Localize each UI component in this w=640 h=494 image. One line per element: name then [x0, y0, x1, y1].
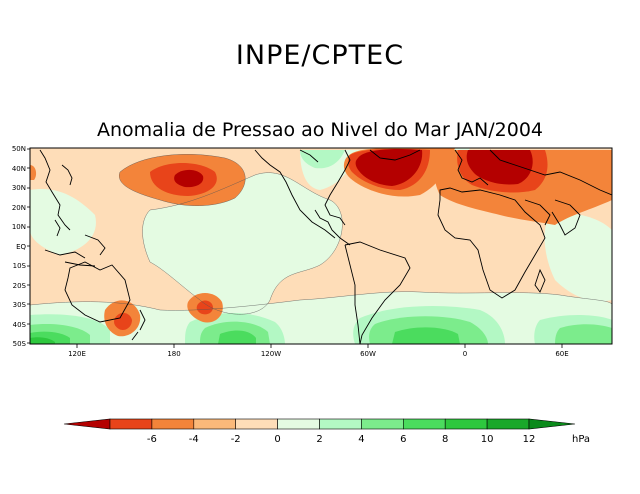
colorbar-segment — [486, 418, 530, 430]
lat-label: 50S — [13, 340, 27, 348]
colorbar-segment — [193, 418, 237, 430]
field-neg-wpac — [30, 165, 37, 180]
org-title: INPE/CPTEC — [235, 40, 405, 71]
lat-label: 10S — [13, 262, 27, 270]
lon-labels: 120E 180 120W 60W 0 60E — [68, 350, 569, 358]
lon-label: 60W — [360, 350, 376, 358]
colorbar: -6 -4 -2 0 2 4 6 8 10 12 — [63, 418, 576, 445]
field-pos-india — [544, 213, 612, 302]
colorbar-tick-label: 4 — [358, 434, 364, 445]
colorbar-tick-label: -2 — [231, 434, 241, 445]
colorbar-tick-label: 2 — [316, 434, 322, 445]
field-neg4-spac — [196, 300, 213, 315]
lon-label: 120E — [68, 350, 86, 358]
colorbar-end-low — [63, 418, 111, 430]
colorbar-unit: hPa — [572, 434, 590, 445]
lat-label: EQ — [16, 243, 26, 251]
lat-tick-marks — [27, 148, 30, 344]
colorbar-tick-label: 10 — [481, 434, 494, 445]
lat-label: 50N — [12, 145, 26, 153]
lat-label: 30S — [13, 301, 27, 309]
colorbar-segment — [151, 418, 195, 430]
lat-label: 40N — [12, 165, 26, 173]
lon-label: 180 — [167, 350, 180, 358]
lat-label: 20N — [12, 204, 26, 212]
coastlines — [39, 149, 612, 344]
field-neg4-aus — [114, 312, 132, 330]
colorbar-segment — [444, 418, 488, 430]
colorbar-segment — [402, 418, 446, 430]
field-10-12-south-w — [30, 337, 55, 344]
lat-label: 10N — [12, 223, 26, 231]
field-2-4-north — [300, 150, 345, 169]
field-6-10-south-mid — [218, 330, 256, 344]
anomaly-field — [30, 148, 612, 344]
colorbar-segment — [109, 418, 153, 430]
colorbar-tick-label: -6 — [147, 434, 157, 445]
lon-tick-marks — [76, 344, 563, 348]
field-pos-pacific — [142, 172, 343, 315]
lon-label: 60E — [555, 350, 568, 358]
lat-label: 30N — [12, 184, 26, 192]
lat-labels: 50N 40N 30N 20N 10N EQ 10S 20S 30S 40S 5… — [12, 145, 27, 348]
field-neg6-natl — [355, 148, 423, 186]
colorbar-end-high — [528, 418, 576, 430]
field-neg6-npac — [174, 169, 204, 188]
lat-label: 40S — [13, 321, 27, 329]
contour-lines — [30, 154, 612, 315]
lon-label: 120W — [261, 350, 281, 358]
map-title: Anomalia de Pressao ao Nivel do Mar JAN/… — [96, 119, 544, 141]
colorbar-segment — [319, 418, 362, 430]
colorbar-tick-label: -4 — [189, 434, 199, 445]
field-neg6-eurasia — [466, 150, 533, 185]
colorbar-segment — [277, 418, 320, 430]
colorbar-segment — [361, 418, 404, 430]
colorbar-tick-label: 8 — [442, 434, 448, 445]
lon-label: 0 — [463, 350, 467, 358]
lat-label: 20S — [13, 282, 27, 290]
field-4-6-south-ind — [555, 324, 612, 344]
field-6-10-south-atl — [392, 327, 460, 344]
colorbar-tick-label: 0 — [274, 434, 280, 445]
colorbar-segment — [235, 418, 278, 430]
colorbar-tick-label: 12 — [523, 434, 536, 445]
colorbar-tick-label: 6 — [400, 434, 406, 445]
